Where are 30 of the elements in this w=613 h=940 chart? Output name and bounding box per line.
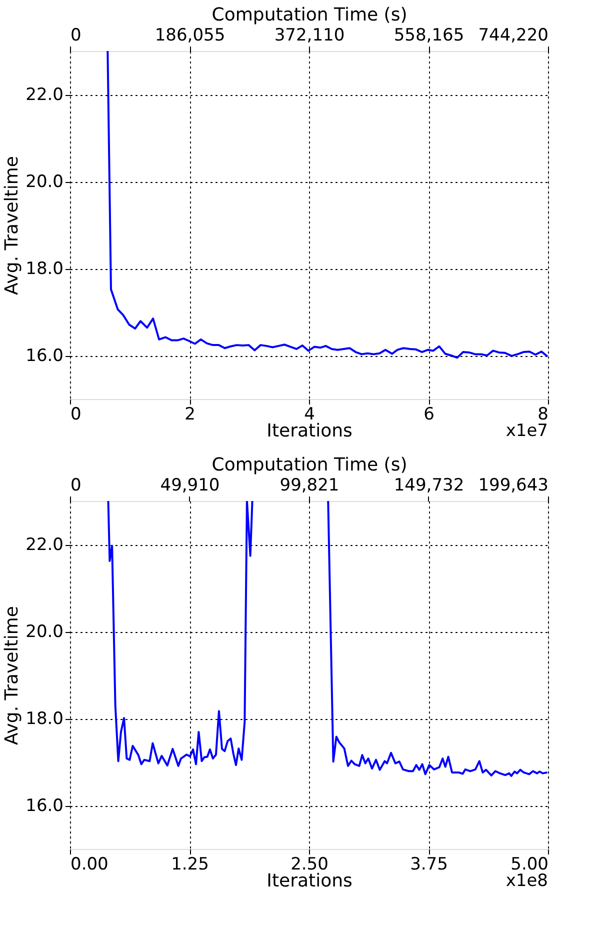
x2-tick-label: 0 xyxy=(70,26,82,46)
x2-tick-label: 0 xyxy=(70,476,82,496)
x-tick-label: 0 xyxy=(70,404,82,424)
x2-tick-label: 99,821 xyxy=(280,476,340,496)
line-series xyxy=(106,51,548,359)
y-tick-label: 22.0 xyxy=(26,85,64,105)
x-tick-label: 0.00 xyxy=(70,854,108,874)
x-tick-label: 2 xyxy=(184,404,196,424)
x2-tick-label: 149,732 xyxy=(394,476,464,496)
y-tick-label: 20.0 xyxy=(26,622,64,642)
x-tick-label: 6 xyxy=(424,404,434,424)
x-tick-label: 3.75 xyxy=(410,854,448,874)
x2-axis-title: Computation Time (s) xyxy=(212,454,408,476)
x-tick-label: 1.25 xyxy=(171,854,209,874)
y-tick-label: 18.0 xyxy=(26,709,64,729)
x2-axis-title: Computation Time (s) xyxy=(212,4,408,26)
x2-tick-label: 49,910 xyxy=(160,476,220,496)
y-tick-label: 20.0 xyxy=(26,172,64,192)
x2-tick-label: 744,220 xyxy=(478,26,548,46)
x2-tick-label: 199,643 xyxy=(478,476,548,496)
y-tick-label: 18.0 xyxy=(26,259,64,279)
y-tick-label: 22.0 xyxy=(26,535,64,555)
x2-tick-label: 372,110 xyxy=(274,26,345,46)
y-axis-title: Avg. Traveltime xyxy=(2,606,23,745)
x2-tick-label: 186,055 xyxy=(154,26,226,46)
y-tick-label: 16.0 xyxy=(26,796,64,816)
y-tick-label: 16.0 xyxy=(26,346,64,366)
y-axis-title: Avg. Traveltime xyxy=(2,156,23,295)
x2-tick-label: 558,165 xyxy=(394,26,464,46)
x-axis-title: Iterations xyxy=(266,870,352,892)
